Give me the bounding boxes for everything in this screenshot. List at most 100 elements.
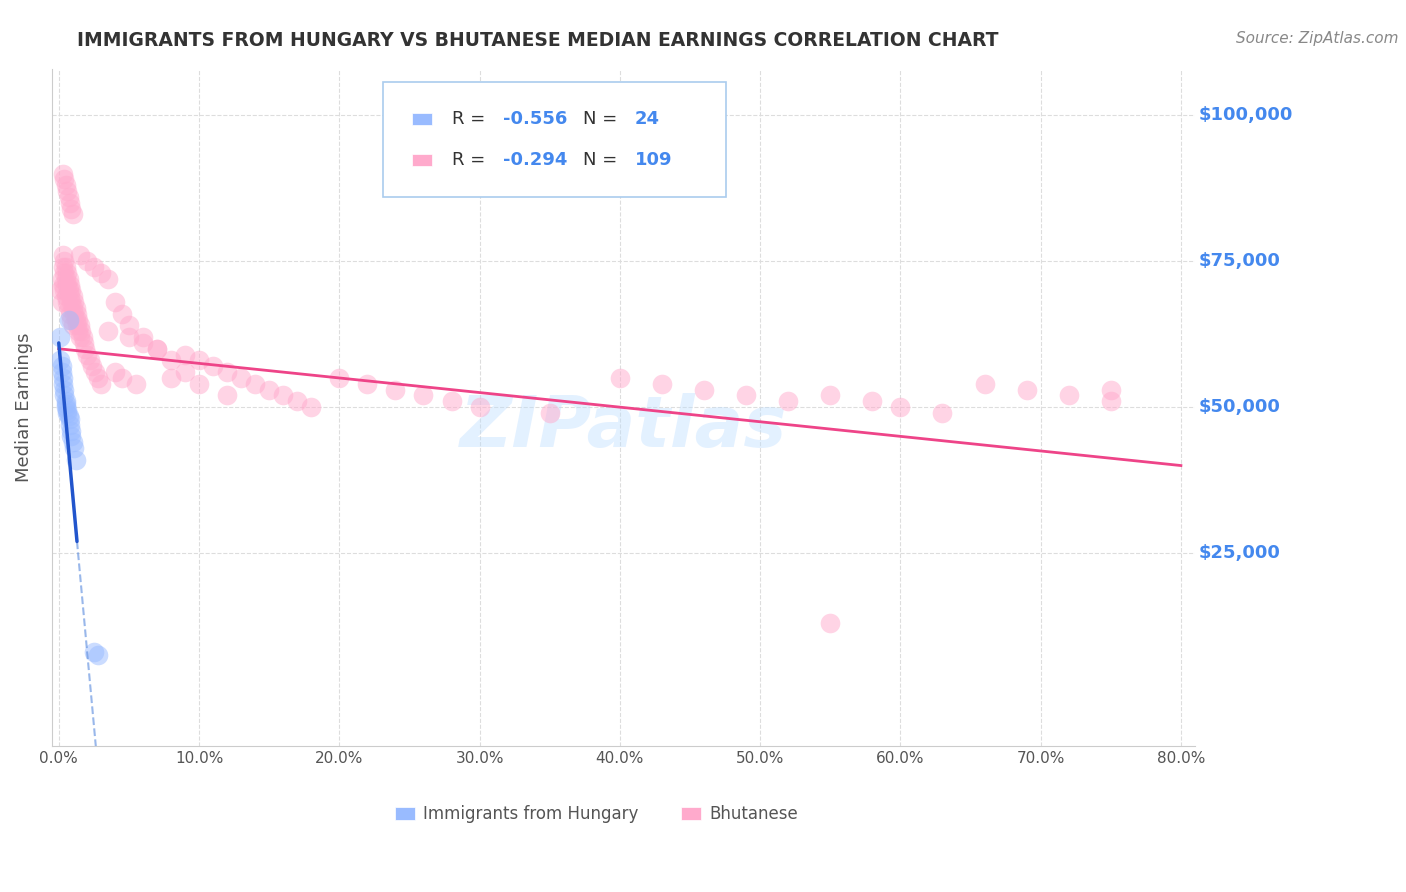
Immigrants from Hungary <box>49 353 72 368</box>
Bhutanese <box>860 394 883 409</box>
Bhutanese <box>931 406 953 420</box>
Bhutanese <box>174 348 197 362</box>
Bhutanese <box>58 190 80 204</box>
Bhutanese <box>56 277 79 292</box>
Bhutanese <box>63 307 86 321</box>
Bhutanese <box>51 271 73 285</box>
Bhutanese <box>76 348 98 362</box>
Bhutanese <box>53 284 76 298</box>
Immigrants from Hungary <box>52 376 75 391</box>
Bhutanese <box>52 167 75 181</box>
Immigrants from Hungary <box>55 394 77 409</box>
Bhutanese <box>73 335 96 350</box>
Text: N =: N = <box>583 111 623 128</box>
Bhutanese <box>257 383 280 397</box>
Bhutanese <box>59 195 82 210</box>
Bhutanese <box>328 371 350 385</box>
Bhutanese <box>65 312 87 326</box>
Bhutanese <box>188 376 211 391</box>
Bhutanese <box>973 376 995 391</box>
Bhutanese <box>217 388 239 402</box>
Bhutanese <box>889 400 911 414</box>
Bhutanese <box>66 307 89 321</box>
Bhutanese <box>132 330 155 344</box>
Bhutanese <box>412 388 434 402</box>
Bhutanese <box>75 342 97 356</box>
Bhutanese <box>52 248 75 262</box>
Text: 109: 109 <box>634 151 672 169</box>
Immigrants from Hungary <box>58 312 80 326</box>
Bhutanese <box>160 353 183 368</box>
Bhutanese <box>735 388 758 402</box>
Immigrants from Hungary <box>53 388 76 402</box>
Immigrants from Hungary <box>56 406 79 420</box>
Immigrants from Hungary <box>60 424 83 438</box>
Bhutanese <box>118 318 141 333</box>
Bhutanese <box>104 365 127 379</box>
Bhutanese <box>60 312 83 326</box>
Bhutanese <box>69 248 91 262</box>
Bhutanese <box>243 376 266 391</box>
FancyBboxPatch shape <box>412 153 433 166</box>
FancyBboxPatch shape <box>384 82 727 197</box>
Bhutanese <box>538 406 561 420</box>
Text: 24: 24 <box>634 111 659 128</box>
Bhutanese <box>67 324 90 338</box>
Bhutanese <box>56 295 79 310</box>
Bhutanese <box>1015 383 1038 397</box>
Bhutanese <box>693 383 716 397</box>
Bhutanese <box>87 371 110 385</box>
Bhutanese <box>76 254 98 268</box>
Bhutanese <box>58 301 80 315</box>
Bhutanese <box>63 295 86 310</box>
Immigrants from Hungary <box>52 371 75 385</box>
Immigrants from Hungary <box>65 452 87 467</box>
Bhutanese <box>52 260 75 274</box>
Bhutanese <box>97 271 120 285</box>
Bhutanese <box>60 202 83 216</box>
Bhutanese <box>72 330 94 344</box>
Bhutanese <box>111 371 134 385</box>
Bhutanese <box>1057 388 1080 402</box>
Bhutanese <box>69 330 91 344</box>
Bhutanese <box>271 388 294 402</box>
Immigrants from Hungary <box>55 400 77 414</box>
Bhutanese <box>384 383 406 397</box>
Bhutanese <box>818 616 841 631</box>
Immigrants from Hungary <box>58 409 80 423</box>
Text: $75,000: $75,000 <box>1198 252 1281 270</box>
Bhutanese <box>356 376 378 391</box>
Bhutanese <box>66 318 89 333</box>
Immigrants from Hungary <box>56 403 79 417</box>
Bhutanese <box>79 353 101 368</box>
Bhutanese <box>56 184 79 198</box>
Bhutanese <box>59 307 82 321</box>
Bhutanese <box>217 365 239 379</box>
Bhutanese <box>299 400 322 414</box>
Bhutanese <box>84 365 107 379</box>
Immigrants from Hungary <box>55 397 77 411</box>
Bhutanese <box>160 371 183 385</box>
Bhutanese <box>67 312 90 326</box>
Immigrants from Hungary <box>49 330 72 344</box>
Bhutanese <box>53 266 76 280</box>
Text: R =: R = <box>451 151 491 169</box>
Bhutanese <box>62 207 84 221</box>
Bhutanese <box>69 318 91 333</box>
Bhutanese <box>174 365 197 379</box>
Immigrants from Hungary <box>60 429 83 443</box>
Text: -0.294: -0.294 <box>503 151 568 169</box>
Bhutanese <box>62 289 84 303</box>
Bhutanese <box>90 266 112 280</box>
Bhutanese <box>468 400 491 414</box>
Bhutanese <box>55 260 77 274</box>
Text: -0.556: -0.556 <box>503 111 568 128</box>
Bhutanese <box>111 307 134 321</box>
FancyBboxPatch shape <box>395 807 415 820</box>
Immigrants from Hungary <box>63 441 86 455</box>
Text: $100,000: $100,000 <box>1198 106 1292 124</box>
Text: $25,000: $25,000 <box>1198 544 1281 562</box>
Bhutanese <box>58 284 80 298</box>
Bhutanese <box>818 388 841 402</box>
Bhutanese <box>651 376 673 391</box>
